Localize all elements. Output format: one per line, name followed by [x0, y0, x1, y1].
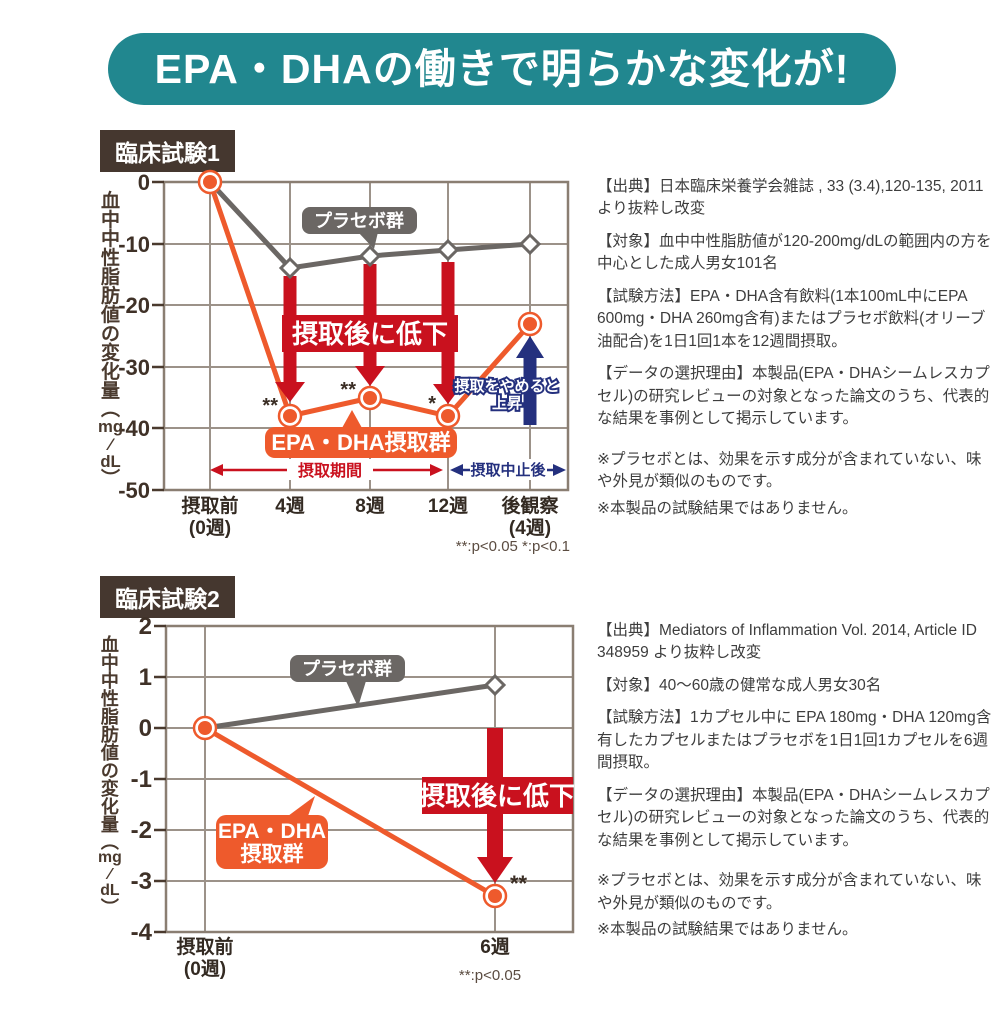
series-layer [203, 682, 497, 899]
y-tick-label: -3 [131, 868, 152, 895]
y-tick-label: -4 [131, 919, 153, 946]
after-stop-arrow: 摂取中止後 [450, 459, 566, 480]
note-placebo: ※プラセボとは、効果を示す成分が含まれていない、味や外見が類似のものです。 [597, 872, 982, 912]
x-tick-label: 4週 [275, 495, 305, 517]
x-tick-label: 6週 [480, 936, 510, 958]
trial1-chart-area: 血中中性脂肪値の変化量 ︵ mg ⁄ dL ︶ [90, 160, 595, 560]
note-disclaimer: ※本製品の試験結果ではありません。 [597, 499, 858, 517]
marker-layer [197, 169, 543, 429]
note-method: 【試験方法】EPA・DHA含有飲料(1本100mL中にEPA 600mg・DHA… [597, 287, 986, 350]
placebo-series-line [204, 682, 496, 731]
epa-data-marker [435, 403, 461, 429]
epa-data-marker [482, 883, 508, 909]
trial1-badge: 臨床試験1 [100, 130, 235, 172]
placebo-label: プラセボ群 [314, 210, 404, 231]
trial2-badge: 臨床試験2 [100, 576, 235, 618]
y-tick-label: -50 [118, 478, 150, 503]
note-placebo: ※プラセボとは、効果を示す成分が含まれていない、味や外見が類似のものです。 [597, 450, 982, 491]
epa-series-line [203, 725, 497, 899]
rebound-label-line1: 摂取をやめると [454, 377, 559, 395]
y-tick-label: 2 [139, 613, 152, 640]
placebo-data-marker [358, 244, 382, 268]
placebo-label-bubble: プラセボ群 [302, 207, 417, 249]
x-tick-label: 摂取前 [181, 494, 238, 517]
drop-banner-label: 摂取後に低下 [419, 781, 575, 811]
epa-label-line2: 摂取群 [241, 842, 304, 866]
x-tick-label: (0週) [184, 958, 226, 980]
y-tick-label: -40 [118, 416, 150, 441]
epa-data-marker [197, 169, 223, 195]
significance-mark: ** [340, 379, 356, 401]
epa-label-bubble: EPA・DHA摂取群 [265, 410, 457, 458]
intake-period-label: 摂取期間 [298, 461, 362, 480]
placebo-label-bubble: プラセボ群 [290, 655, 405, 707]
trial1-chart: 摂取期間 摂取中止後 摂取後に低下 [118, 169, 570, 555]
x-tick-label: (4週) [509, 517, 551, 539]
epa-label-bubble: EPA・DHA 摂取群 [216, 796, 328, 869]
drop-arrows [422, 728, 573, 883]
x-tick-label: 12週 [428, 495, 468, 517]
y-tick-label: 0 [138, 170, 150, 195]
y-tick-label: -10 [118, 232, 150, 257]
epa-data-marker [517, 311, 543, 337]
drop-banner [422, 777, 573, 814]
epa-data-marker [277, 403, 303, 429]
note-source: 【出典】Mediators of Inflammation Vol. 2014,… [597, 622, 977, 662]
significance-mark: ** [262, 395, 278, 417]
page-title: EPA・DHAの働きで明らかな変化が! [108, 33, 896, 105]
p-value-footnote: **:p<0.05 [459, 967, 521, 984]
epa-data-marker [192, 715, 218, 741]
p-value-footnote: **:p<0.05 *:p<0.1 [456, 538, 570, 555]
y-tick-label: -30 [118, 355, 150, 380]
note-disclaimer: ※本製品の試験結果ではありません。 [597, 921, 858, 939]
note-reason: 【データの選択理由】本製品(EPA・DHAシームレスカプセル)の研究レビューの対… [597, 786, 990, 849]
intake-period-arrow: 摂取期間 [210, 459, 443, 480]
epa-label-line1: EPA・DHA [218, 820, 326, 843]
significance-mark: ** [510, 871, 528, 896]
placebo-data-marker [483, 673, 507, 697]
placebo-data-marker [278, 256, 302, 280]
x-tick-label: (0週) [189, 517, 231, 539]
epa-data-marker [357, 385, 383, 411]
y-tick-marks [154, 624, 166, 934]
x-tick-label: 後観察 [501, 494, 559, 517]
after-stop-label: 摂取中止後 [470, 461, 546, 479]
y-tick-marks [152, 180, 164, 492]
drop-arrows [275, 262, 463, 404]
note-source: 【出典】日本臨床栄養学会雑誌 , 33 (3.4),120-135, 2011よ… [597, 178, 984, 218]
placebo-data-marker [518, 232, 542, 256]
rebound-arrow [516, 336, 544, 425]
y-tick-label: -1 [131, 766, 152, 793]
epa-label: EPA・DHA摂取群 [271, 430, 450, 455]
note-method: 【試験方法】1カプセル中に EPA 180mg・DHA 120mg含有したカプセ… [597, 709, 992, 772]
y-tick-label: -20 [118, 293, 150, 318]
drop-banner-label: 摂取後に低下 [292, 319, 448, 349]
x-tick-label: 8週 [355, 495, 385, 517]
placebo-label: プラセボ群 [302, 658, 392, 679]
y-tick-label: -2 [131, 817, 152, 844]
marker-layer [192, 673, 508, 909]
drop-banner [282, 315, 458, 352]
note-subjects: 【対象】血中中性脂肪値が120-200mg/dLの範囲内の方を中心とした成人男女… [597, 232, 992, 273]
y-tick-label: 0 [139, 715, 152, 742]
trial2-y-axis-label: 血中中性脂肪値の変化量 ︵ mg ⁄ dL ︶ [98, 635, 122, 919]
significance-mark: * [428, 393, 436, 415]
y-tick-label: 1 [139, 664, 152, 691]
trial2-chart-area: 血中中性脂肪値の変化量 ︵ mg ⁄ dL ︶ [90, 610, 595, 985]
trial1-y-axis-label: 血中中性脂肪値の変化量 ︵ mg ⁄ dL ︶ [98, 191, 124, 490]
placebo-data-marker [436, 238, 460, 262]
trial2-notes: 【出典】Mediators of Inflammation Vol. 2014,… [597, 620, 994, 952]
trial1-notes: 【出典】日本臨床栄養学会雑誌 , 33 (3.4),120-135, 2011よ… [597, 176, 994, 530]
trial2-chart: 摂取後に低下 ** プラセボ群 EPA・DHA 摂取群 2 1 0 -1 -2 … [131, 613, 575, 984]
note-reason: 【データの選択理由】本製品(EPA・DHAシームレスカプセル)の研究レビューの対… [597, 365, 990, 428]
rebound-label-line2: 上昇 [492, 395, 522, 412]
plot-border [162, 180, 570, 492]
note-subjects: 【対象】40〜60歳の健常な成人男女30名 [597, 676, 882, 694]
x-tick-label: 摂取前 [176, 935, 233, 958]
